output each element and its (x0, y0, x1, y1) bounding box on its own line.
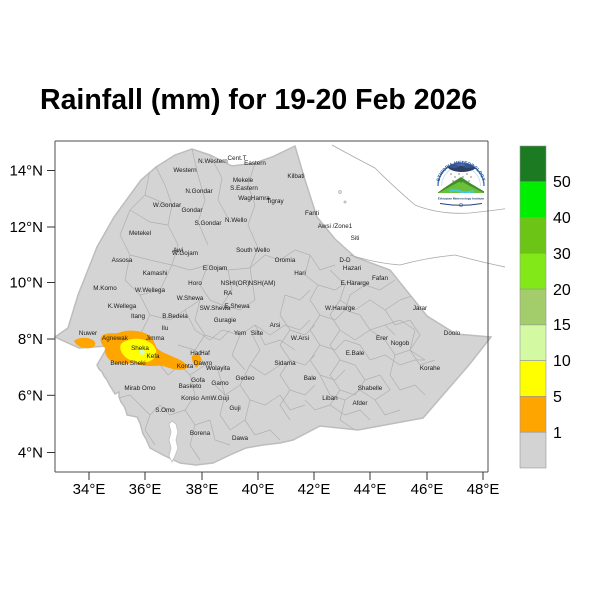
svg-text:Arsi: Arsi (270, 322, 281, 329)
svg-text:Hari: Hari (294, 270, 306, 277)
svg-text:Dawa: Dawa (232, 435, 249, 442)
svg-text:Kamashi: Kamashi (143, 270, 168, 277)
svg-text:Gondar: Gondar (181, 207, 202, 214)
svg-text:Nuwer: Nuwer (79, 330, 97, 337)
svg-text:NSH(AM): NSH(AM) (249, 280, 276, 287)
svg-text:W.Gondar: W.Gondar (153, 202, 181, 209)
svg-text:Gamo: Gamo (211, 380, 229, 387)
svg-text:Bench Sheki: Bench Sheki (110, 360, 145, 367)
svg-text:S.Gondar: S.Gondar (195, 220, 222, 227)
svg-text:Wolayita: Wolayita (206, 365, 231, 372)
svg-text:D-D: D-D (339, 257, 351, 264)
svg-text:4°N: 4°N (18, 445, 43, 462)
svg-text:Jimma: Jimma (146, 335, 165, 342)
svg-text:38°E: 38°E (186, 481, 219, 498)
svg-text:12°N: 12°N (9, 219, 43, 236)
svg-text:Jarar: Jarar (413, 305, 427, 312)
svg-text:Doolo: Doolo (444, 330, 461, 337)
svg-text:10°N: 10°N (9, 275, 43, 292)
svg-text:8°N: 8°N (18, 331, 43, 348)
svg-text:N.Gondar: N.Gondar (185, 188, 212, 195)
svg-text:Erer: Erer (376, 335, 388, 342)
svg-text:Konta: Konta (177, 363, 194, 370)
svg-text:Liban: Liban (322, 395, 338, 402)
svg-text:M.Komo: M.Komo (93, 285, 117, 292)
svg-text:14°N: 14°N (9, 163, 43, 180)
svg-text:Kefa: Kefa (147, 353, 160, 360)
svg-text:Oromia: Oromia (275, 257, 296, 264)
svg-text:Kilbati: Kilbati (287, 173, 304, 180)
svg-text:Horo: Horo (188, 280, 202, 287)
svg-text:Ethiopian Meteorology Institut: Ethiopian Meteorology Institute (438, 197, 485, 201)
svg-text:Yem: Yem (234, 330, 246, 337)
svg-text:42°E: 42°E (298, 481, 331, 498)
svg-text:Afder: Afder (352, 400, 367, 407)
svg-text:N.Western: N.Western (198, 158, 228, 165)
svg-text:W.Shewa: W.Shewa (177, 295, 204, 302)
svg-text:E.Hararge: E.Hararge (341, 280, 370, 287)
svg-text:Metekel: Metekel (129, 230, 151, 237)
svg-text:1: 1 (553, 425, 562, 442)
svg-text:Eastern: Eastern (244, 160, 266, 167)
svg-text:50: 50 (553, 174, 571, 191)
svg-text:Guji: Guji (229, 405, 240, 412)
svg-text:South Wello: South Wello (236, 247, 270, 254)
svg-text:Agnewak: Agnewak (102, 335, 129, 342)
svg-text:W.Hararge: W.Hararge (325, 305, 356, 312)
svg-text:34°E: 34°E (73, 481, 106, 498)
svg-text:W.Arsi: W.Arsi (291, 335, 309, 342)
svg-text:K.Wellega: K.Wellega (108, 303, 137, 310)
svg-text:Siti: Siti (351, 235, 360, 242)
svg-text:W.Gojam: W.Gojam (172, 250, 198, 257)
svg-text:Mekele: Mekele (233, 177, 254, 184)
svg-text:NSHI(OR): NSHI(OR) (221, 280, 250, 287)
svg-text:6°N: 6°N (18, 387, 43, 404)
svg-text:Gedeo: Gedeo (236, 375, 255, 382)
svg-text:Shabelle: Shabelle (358, 385, 383, 392)
svg-text:RA: RA (224, 290, 234, 297)
svg-text:48°E: 48°E (467, 481, 500, 498)
svg-text:Hazari: Hazari (343, 265, 361, 272)
svg-text:Konso: Konso (181, 395, 199, 402)
svg-text:Gofa: Gofa (191, 377, 205, 384)
svg-text:40°E: 40°E (242, 481, 275, 498)
svg-text:B.Bedela: B.Bedela (162, 313, 188, 320)
svg-text:46°E: 46°E (411, 481, 444, 498)
svg-text:Fafan: Fafan (372, 275, 389, 282)
svg-text:Korahe: Korahe (420, 365, 441, 372)
svg-text:Itang: Itang (131, 313, 146, 320)
svg-text:E.Bale: E.Bale (346, 350, 365, 357)
svg-text:S.Eastern: S.Eastern (230, 185, 258, 192)
svg-text:Borena: Borena (190, 430, 211, 437)
svg-text:Nogob: Nogob (391, 340, 410, 347)
svg-text:15: 15 (553, 317, 571, 334)
svg-text:AmW.Guji: AmW.Guji (201, 395, 229, 402)
svg-text:44°E: 44°E (354, 481, 387, 498)
svg-text:Basketo: Basketo (179, 383, 202, 390)
svg-text:Bale: Bale (304, 375, 317, 382)
svg-text:E.Shewa: E.Shewa (224, 303, 250, 310)
svg-text:10: 10 (553, 353, 571, 370)
svg-text:20: 20 (553, 282, 571, 299)
svg-text:40: 40 (553, 210, 571, 227)
svg-text:Western: Western (173, 167, 197, 174)
svg-text:Sheka: Sheka (131, 345, 149, 352)
svg-text:N.Wello: N.Wello (225, 217, 247, 224)
svg-text:30: 30 (553, 246, 571, 263)
svg-text:S.Omo: S.Omo (155, 407, 175, 414)
svg-text:Haf: Haf (200, 350, 210, 357)
svg-text:Guragie: Guragie (214, 317, 237, 324)
svg-text:36°E: 36°E (129, 481, 162, 498)
svg-text:Sidama: Sidama (274, 360, 296, 367)
svg-text:Assosa: Assosa (112, 257, 133, 264)
svg-text:E.Gojam: E.Gojam (203, 265, 228, 272)
svg-text:W.Wellega: W.Wellega (135, 287, 165, 294)
svg-text:Tigray: Tigray (266, 198, 284, 205)
svg-text:Awsi /Zone1: Awsi /Zone1 (318, 223, 353, 230)
svg-text:Ilu: Ilu (162, 325, 169, 332)
svg-text:Mirab Omo: Mirab Omo (124, 385, 156, 392)
svg-text:5: 5 (553, 389, 562, 406)
svg-text:Fanti: Fanti (305, 210, 319, 217)
svg-text:Silte: Silte (251, 330, 264, 337)
